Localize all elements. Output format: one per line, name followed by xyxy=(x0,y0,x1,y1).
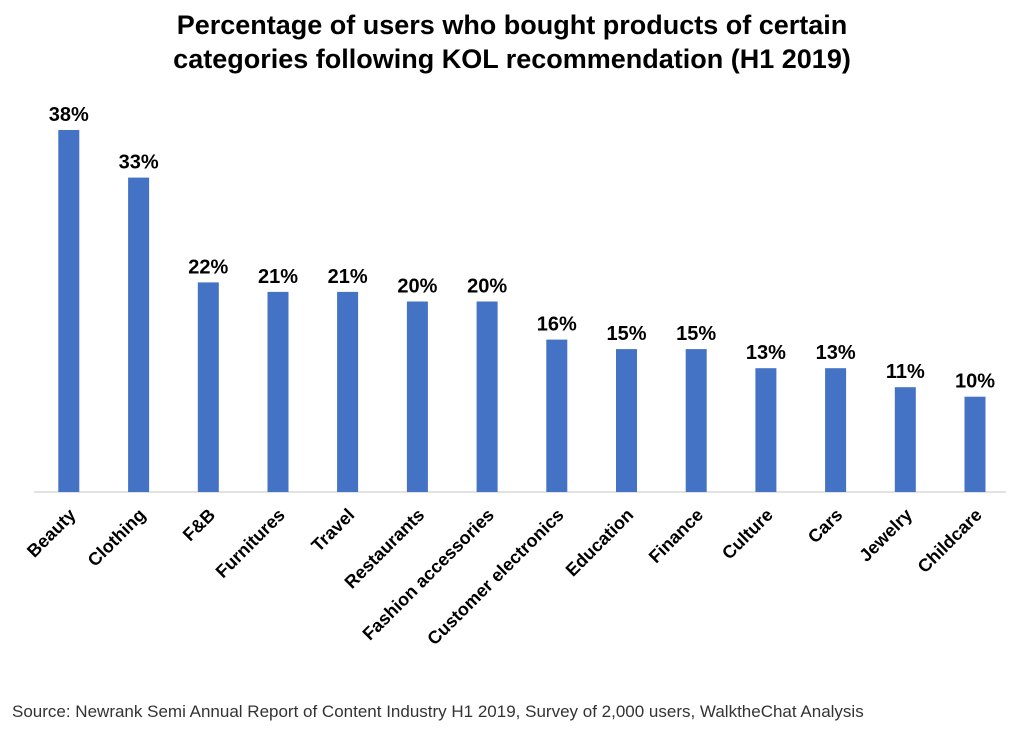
data-label-9: 15% xyxy=(676,323,716,345)
category-label-7: Customer electronics xyxy=(423,505,567,649)
bar-0 xyxy=(58,130,80,492)
bar-5 xyxy=(406,301,428,492)
data-label-10: 13% xyxy=(746,342,786,364)
category-label-13: Childcare xyxy=(914,505,986,577)
bar-7 xyxy=(546,339,568,492)
data-label-12: 11% xyxy=(886,361,925,383)
bar-chart: 38% 33% 22% 21% 21% 20% 20% 16% 15% 15% 13% 13% 11% 1… xyxy=(23,104,1006,649)
source-note: Source: Newrank Semi Annual Report of Co… xyxy=(12,702,864,721)
category-label-6: Fashion accessories xyxy=(359,505,498,644)
category-label-0: Beauty xyxy=(23,505,80,562)
data-label-0: 38% xyxy=(49,104,89,126)
category-label-2: F&B xyxy=(179,505,219,545)
data-label-11: 13% xyxy=(816,342,856,364)
data-label-4: 21% xyxy=(328,266,368,288)
bar-13 xyxy=(964,396,986,492)
bar-1 xyxy=(128,177,150,492)
data-label-6: 20% xyxy=(467,276,507,298)
data-label-13: 10% xyxy=(955,371,995,393)
bar-12 xyxy=(894,387,916,492)
bar-4 xyxy=(337,291,359,492)
bar-9 xyxy=(685,349,707,492)
data-label-7: 16% xyxy=(537,314,577,336)
category-label-11: Cars xyxy=(804,505,846,547)
chart-title-line-1: Percentage of users who bought products … xyxy=(176,10,848,40)
bar-2 xyxy=(197,282,219,492)
category-label-12: Jewelry xyxy=(855,505,916,566)
category-label-1: Clothing xyxy=(84,505,150,571)
bars-group xyxy=(58,130,986,492)
bar-11 xyxy=(825,368,847,492)
data-label-3: 21% xyxy=(258,266,298,288)
data-label-5: 20% xyxy=(397,276,437,298)
category-label-3: Furnitures xyxy=(212,505,289,582)
data-label-1: 33% xyxy=(119,152,159,174)
data-label-8: 15% xyxy=(606,323,646,345)
data-label-2: 22% xyxy=(188,256,228,278)
category-label-9: Finance xyxy=(645,505,707,567)
category-label-4: Travel xyxy=(307,505,358,556)
bar-6 xyxy=(476,301,498,492)
chart-title-line-2: categories following KOL recommendation … xyxy=(173,44,851,74)
chart-title: Percentage of users who bought products … xyxy=(0,8,1024,76)
bar-3 xyxy=(267,291,289,492)
data-labels-group: 38% 33% 22% 21% 21% 20% 20% 16% 15% 15% 13% 13% 11% 1… xyxy=(49,104,995,393)
bar-10 xyxy=(755,368,777,492)
bar-8 xyxy=(616,349,637,492)
category-label-10: Culture xyxy=(718,505,777,564)
category-label-8: Education xyxy=(562,505,638,581)
